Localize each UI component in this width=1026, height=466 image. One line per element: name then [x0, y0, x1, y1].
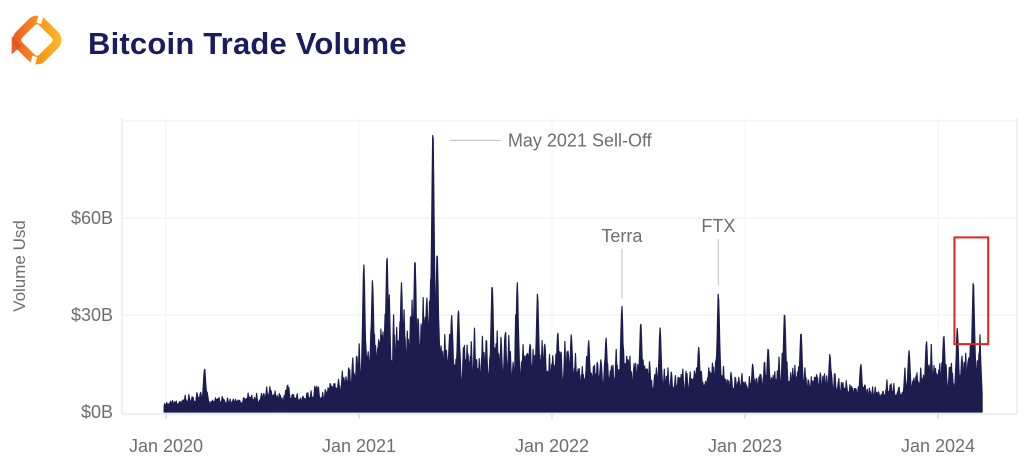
- x-tick-label: Jan 2024: [901, 436, 975, 456]
- volume-area-series: [163, 135, 983, 413]
- x-tick-label: Jan 2023: [708, 436, 782, 456]
- page-title: Bitcoin Trade Volume: [88, 26, 407, 61]
- x-tick-label: Jan 2021: [322, 436, 396, 456]
- x-tick-label: Jan 2020: [129, 436, 203, 456]
- annotation-label: Terra: [601, 226, 643, 246]
- y-tick-label: $0B: [81, 402, 113, 422]
- y-tick-label: $60B: [71, 208, 113, 228]
- cryptoquant-logo-icon: [8, 9, 66, 71]
- highlight-box: [953, 236, 990, 346]
- y-axis-title: Volume Usd: [10, 220, 29, 312]
- annotation-label: May 2021 Sell-Off: [508, 130, 653, 150]
- annotation-label: FTX: [701, 216, 735, 236]
- y-tick-label: $30B: [71, 305, 113, 325]
- header: Bitcoin Trade Volume: [0, 0, 1026, 92]
- x-tick-label: Jan 2022: [515, 436, 589, 456]
